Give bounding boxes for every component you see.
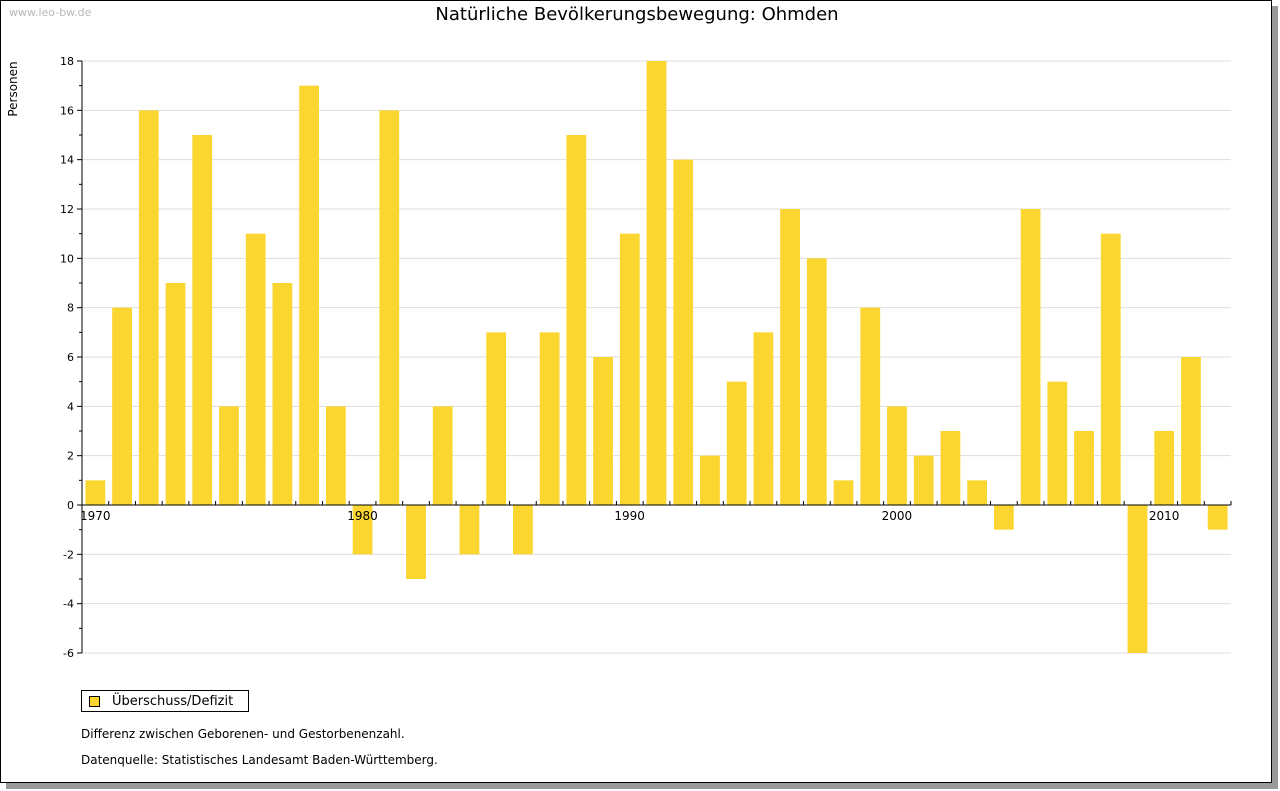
bar-1985	[486, 332, 507, 505]
bar-1993	[700, 455, 720, 505]
y-tick-label: 4	[67, 400, 74, 413]
y-tick-label: 18	[60, 55, 74, 68]
bar-1984	[459, 505, 480, 555]
bar-chart: -6 -4 -2 0 2 4 6 8 10 12 14 16 18 1970 1980 1990 2000 201…	[60, 55, 1232, 660]
bar-1996	[780, 209, 800, 505]
legend: Überschuss/Defizit	[81, 690, 249, 712]
y-tick-label: 10	[60, 252, 74, 265]
bar-1970	[85, 480, 106, 505]
y-tick-label: -6	[63, 647, 74, 660]
note-difference: Differenz zwischen Geborenen- und Gestor…	[81, 727, 405, 741]
bar-2002	[940, 431, 961, 505]
bar-2012	[1207, 505, 1228, 530]
bar-1971	[112, 307, 132, 505]
bar-2000	[887, 406, 907, 505]
x-tick-label: 2000	[882, 509, 913, 523]
y-tick-label: -2	[63, 548, 74, 561]
bar-1994	[726, 381, 747, 505]
legend-label: Überschuss/Defizit	[112, 693, 234, 709]
y-tick-label: 16	[60, 104, 74, 117]
bar-1995	[753, 332, 774, 505]
y-tick-label: -4	[63, 598, 74, 611]
bar-1978	[299, 85, 320, 506]
bar-1997	[806, 258, 827, 505]
bar-1974	[192, 135, 213, 505]
chart-title: Natürliche Bevölkerungsbewegung: Ohmden	[435, 4, 839, 25]
bar-1998	[833, 480, 854, 505]
bar-1992	[673, 159, 694, 505]
bar-1973	[165, 283, 186, 505]
bar-2001	[913, 455, 934, 505]
x-tick-label: 1980	[347, 509, 378, 523]
y-tick-label: 6	[67, 351, 74, 364]
bar-2009	[1127, 505, 1148, 653]
bar-1975	[219, 406, 239, 505]
y-tick-label: 0	[67, 499, 74, 512]
bar-2005	[1020, 209, 1041, 505]
bar-2004	[993, 505, 1014, 530]
x-tick-label: 1970	[80, 509, 111, 523]
note-source: Datenquelle: Statistisches Landesamt Bad…	[81, 753, 438, 767]
bar-1979	[325, 406, 346, 505]
bar-1982	[406, 505, 426, 579]
bar-1986	[513, 505, 533, 555]
bar-1999	[860, 307, 881, 505]
bar-1977	[272, 283, 293, 505]
bar-1980	[352, 505, 373, 555]
bar-1988	[566, 135, 587, 505]
y-tick-label: 8	[67, 302, 74, 315]
y-tick-label: 14	[60, 154, 74, 167]
bar-1976	[245, 233, 266, 505]
bar-1972	[138, 110, 159, 505]
y-tick-label: 2	[67, 450, 74, 463]
bar-1983	[432, 406, 453, 505]
legend-swatch	[89, 695, 100, 707]
x-tick-label: 2010	[1149, 509, 1180, 523]
bar-1981	[379, 110, 400, 505]
watermark: www.leo-bw.de	[9, 6, 92, 19]
bar-2008	[1100, 233, 1121, 505]
bar-1991	[646, 61, 667, 505]
y-tick-label: 12	[60, 203, 74, 216]
x-tick-label: 1990	[614, 509, 645, 523]
bar-1989	[593, 357, 613, 505]
bar-2003	[967, 480, 988, 505]
bar-1990	[619, 233, 640, 505]
bar-1987	[539, 332, 560, 505]
bar-2011	[1181, 357, 1201, 505]
bar-2010	[1154, 431, 1175, 505]
bar-2006	[1047, 381, 1068, 505]
bar-2007	[1074, 431, 1094, 505]
